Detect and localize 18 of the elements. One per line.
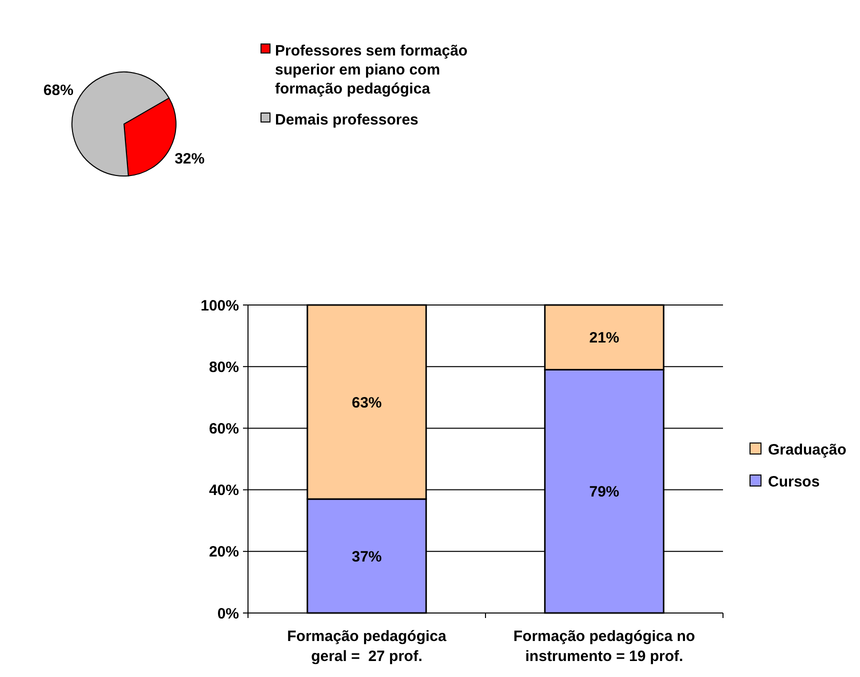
- data-label: 37%: [352, 548, 382, 566]
- data-label: 68%: [43, 82, 74, 99]
- data-label: 32%: [174, 150, 205, 168]
- y-tick-label: 0%: [217, 605, 239, 622]
- data-label: 79%: [589, 484, 620, 501]
- legend-label: Professores sem formação superior em piano com formação pedagógica: [275, 42, 468, 98]
- legend-label: Graduação: [768, 441, 846, 458]
- x-tick-label: Formação pedagógica no instrumento = 19 prof.: [513, 628, 696, 665]
- y-tick-label: 100%: [200, 297, 239, 314]
- x-tick-label: Formação pedagógica geral = 27 prof.: [287, 628, 448, 665]
- legend-label: Demais professores: [275, 111, 418, 128]
- data-label: 21%: [589, 330, 620, 347]
- y-tick-label: 20%: [208, 544, 239, 561]
- legend-label: Cursos: [768, 473, 820, 490]
- y-tick-label: 40%: [208, 482, 239, 500]
- y-tick-label: 80%: [208, 358, 239, 376]
- data-label: 63%: [352, 394, 382, 412]
- y-tick-label: 60%: [208, 420, 239, 438]
